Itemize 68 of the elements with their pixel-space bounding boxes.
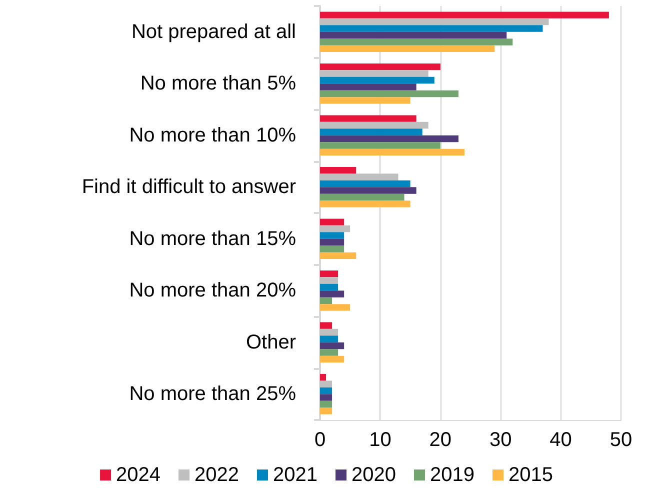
bar <box>320 90 458 98</box>
bar <box>320 142 440 149</box>
bar <box>320 238 344 246</box>
bar <box>320 18 549 26</box>
bar <box>320 63 440 70</box>
bar <box>320 200 410 208</box>
y-tick-label: No more than 20% <box>129 280 296 302</box>
bar <box>320 349 338 356</box>
bar <box>320 225 350 232</box>
bar <box>320 174 398 180</box>
legend-label: 2019 <box>430 464 474 486</box>
y-tick-label: Find it difficult to answer <box>82 176 296 198</box>
bar <box>320 148 464 156</box>
y-tick-label: No more than 15% <box>129 228 296 250</box>
bar <box>320 328 338 336</box>
bar <box>320 394 332 401</box>
bar <box>320 97 410 104</box>
bar <box>320 12 609 18</box>
bar <box>320 32 507 39</box>
bar <box>320 356 344 363</box>
bar <box>320 408 332 414</box>
bar <box>320 180 410 188</box>
bar <box>320 128 422 136</box>
bar <box>320 252 356 260</box>
y-tick-label: Other <box>246 331 296 354</box>
bar <box>320 342 344 350</box>
bar <box>320 115 416 122</box>
legend-label: 2021 <box>273 464 318 486</box>
bar <box>320 290 344 298</box>
y-tick-label: Not prepared at all <box>131 20 296 43</box>
bar <box>320 25 543 32</box>
bar <box>320 336 338 342</box>
x-tick-label: 40 <box>550 429 572 451</box>
bar <box>320 70 428 77</box>
legend-label: 2024 <box>116 464 161 486</box>
bar <box>320 246 344 252</box>
bar <box>320 322 332 329</box>
bar <box>320 387 332 394</box>
bar <box>320 194 404 201</box>
legend-label: 2015 <box>508 464 553 486</box>
bar <box>320 284 338 291</box>
legend-label: 2022 <box>194 464 240 486</box>
x-tick-label: 0 <box>314 429 326 451</box>
bar <box>320 380 332 388</box>
bar <box>320 135 458 142</box>
y-tick-label: No more than 10% <box>129 124 296 146</box>
bar <box>320 232 344 239</box>
bar <box>320 304 350 311</box>
x-tick-label: 30 <box>489 429 512 451</box>
bar <box>320 187 416 194</box>
bar <box>320 38 513 46</box>
bar <box>320 270 338 278</box>
bar <box>320 297 332 304</box>
bar <box>320 277 338 284</box>
bar <box>320 45 495 52</box>
y-tick-label: No more than 5% <box>140 72 296 95</box>
bar <box>320 76 434 84</box>
x-tick-label: 20 <box>429 429 452 451</box>
bar <box>320 218 344 226</box>
bar <box>320 84 416 90</box>
x-tick-label: 10 <box>369 429 392 451</box>
bar <box>320 400 332 408</box>
legend-label: 2020 <box>352 464 396 486</box>
y-tick-label: No more than 25% <box>129 383 296 406</box>
bar <box>320 166 356 174</box>
bar <box>320 122 428 129</box>
x-tick-label: 50 <box>610 429 632 451</box>
bar <box>320 374 326 381</box>
